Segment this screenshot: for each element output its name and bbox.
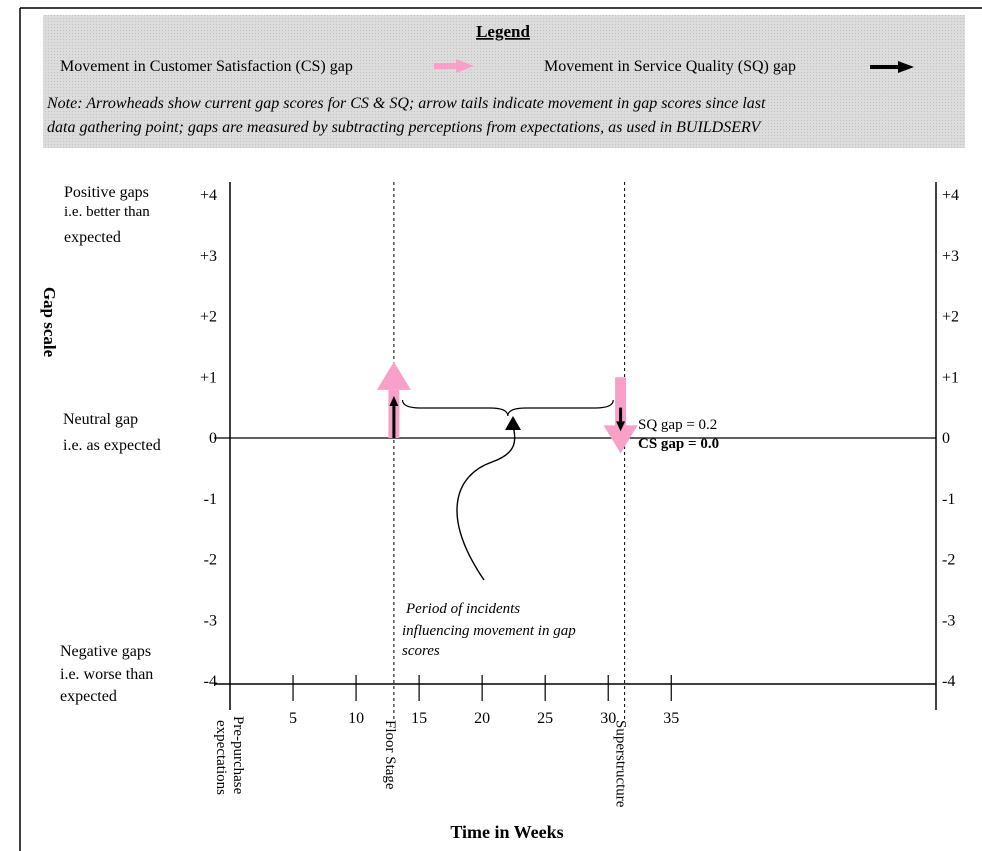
negative-gaps-label-1: Negative gaps (60, 643, 151, 660)
x-tick-label: 30 (600, 710, 616, 727)
y-tick-label-right: +1 (942, 369, 959, 386)
legend-cs-label: Movement in Customer Satisfaction (CS) g… (60, 58, 353, 75)
cs-gap-value-label: CS gap = 0.0 (638, 436, 719, 452)
annotation-arrow-line (456, 423, 516, 581)
stage-label: Floor Stage (382, 720, 398, 790)
y-tick-label-left: -3 (204, 612, 217, 629)
legend-sq-label: Movement in Service Quality (SQ) gap (544, 58, 796, 75)
legend-box: Legend Movement in Customer Satisfaction… (43, 15, 965, 148)
positive-gaps-label-1: Positive gaps (64, 184, 149, 201)
stage-label: expectations (213, 720, 229, 795)
y-tick-label-right: -1 (942, 491, 955, 508)
x-tick-label: 25 (537, 710, 553, 727)
y-tick-label-left: +3 (200, 248, 217, 265)
sq-gap-value-label: SQ gap = 0.2 (638, 417, 717, 433)
y-tick-label-right: 0 (942, 430, 950, 447)
sq-arrow-shaft (619, 407, 623, 422)
x-tick-label: 5 (289, 710, 297, 727)
y-tick-label-left: +2 (200, 309, 217, 326)
legend-note-line2: data gathering point; gaps are measured … (47, 119, 762, 136)
y-tick-label-left: +4 (200, 187, 217, 204)
neutral-gap-label-1: Neutral gap (63, 411, 138, 428)
y-tick-label-left: -1 (204, 491, 217, 508)
legend-sq-arrow (870, 61, 914, 73)
x-tick-label: 20 (474, 710, 490, 727)
positive-gaps-label-3: expected (64, 229, 121, 246)
sq-arrow-shaft (392, 406, 396, 438)
plot-area: +4 +3 +2 +1 0 -1 -2 -3 -4 +4 +3 +2 +1 0 -1 -2 -3 -4 5 10 15 2… (200, 182, 959, 808)
y-tick-label-right: +3 (942, 248, 959, 265)
legend-cs-arrow (434, 59, 474, 73)
y-tick-label-right: -3 (942, 612, 955, 629)
legend-note-line1: Note: Arrowheads show current gap scores… (46, 95, 766, 112)
cs-arrow-head (603, 425, 638, 454)
legend-title: Legend (476, 22, 530, 41)
cs-arrow-head (376, 361, 411, 390)
y-tick-label-right: +2 (942, 309, 959, 326)
y-tick-label-right: +4 (942, 187, 959, 204)
negative-gaps-label-3: expected (60, 688, 117, 705)
annotation-arrow-head (505, 416, 521, 430)
y-tick-label-left: -4 (204, 673, 217, 690)
x-axis-title: Time in Weeks (450, 822, 563, 842)
y-tick-label-left: -2 (204, 552, 217, 569)
negative-gaps-label-2: i.e. worse than (60, 666, 153, 683)
stage-label: Superstructure (613, 720, 629, 808)
annotation-line-2: influencing movement in gap (402, 623, 576, 639)
legend-background (43, 15, 965, 148)
x-tick-label: 15 (411, 710, 427, 727)
sq-arrow-head (616, 421, 626, 432)
y-axis-title: Gap scale (40, 287, 59, 358)
annotation-line-1: Period of incidents (405, 601, 520, 617)
cs-arrow-shaft (615, 377, 627, 426)
annotation-line-3: scores (402, 643, 440, 659)
x-tick-label: 35 (663, 710, 679, 727)
incident-brace (401, 399, 614, 417)
x-tick-label: 10 (348, 710, 364, 727)
positive-gaps-label-2: i.e. better than (64, 204, 150, 220)
y-tick-label-right: -4 (942, 673, 955, 690)
neutral-gap-label-2: i.e. as expected (63, 437, 161, 454)
y-tick-label-right: -2 (942, 552, 955, 569)
stage-label: Pre-purchase (230, 716, 246, 795)
y-tick-label-left: +1 (200, 369, 217, 386)
y-tick-label-left: 0 (209, 430, 217, 447)
sq-arrow-head (389, 396, 399, 407)
